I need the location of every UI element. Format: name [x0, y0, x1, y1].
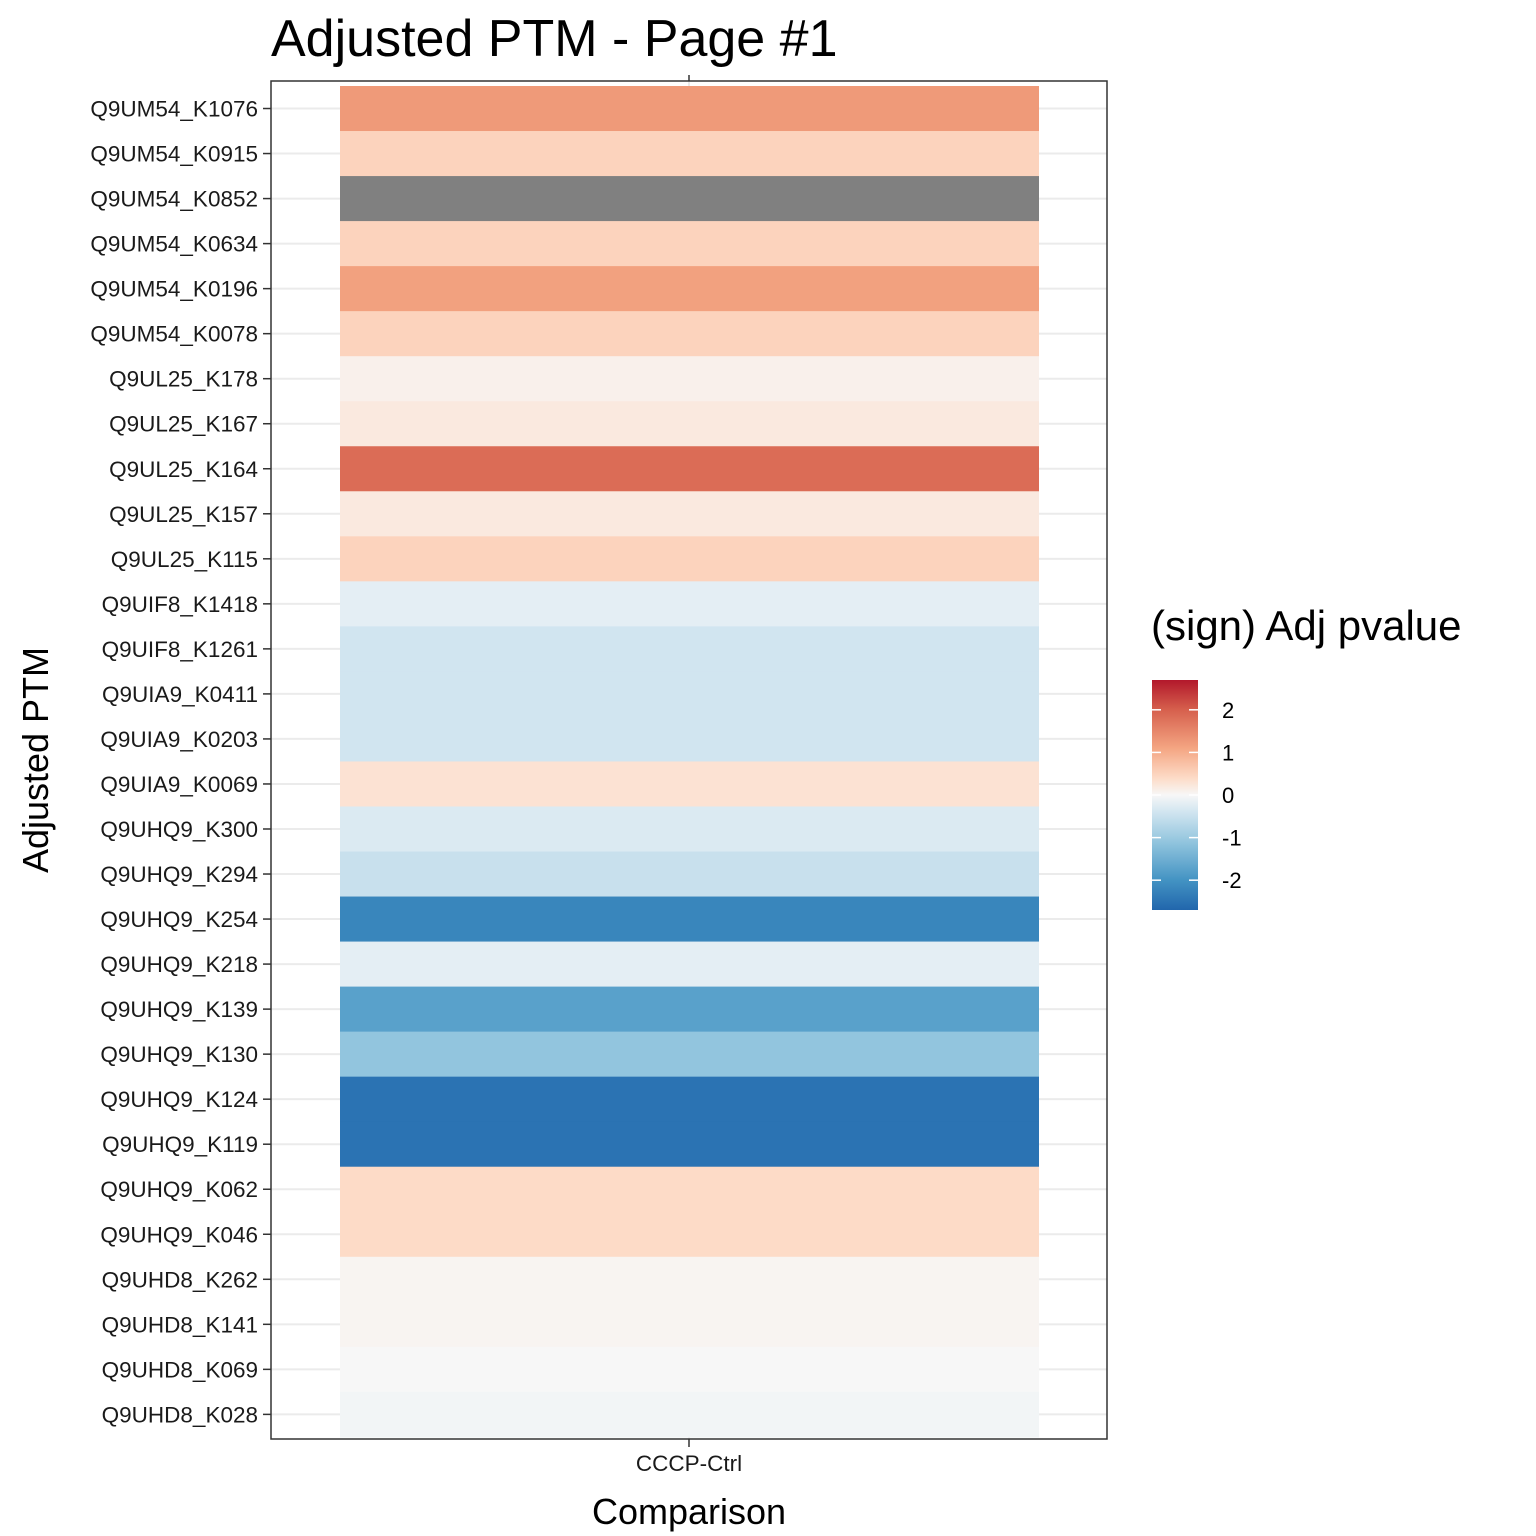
legend-tick-label: 2	[1222, 698, 1234, 723]
y-tick-label: Q9UIF8_K1418	[102, 592, 258, 617]
heatmap-tile	[340, 401, 1039, 447]
heatmap-tile	[340, 761, 1039, 808]
y-axis-ticks: Q9UM54_K1076 Q9UM54_K0915 Q9UM54_K0852 Q9UM…	[90, 97, 271, 1427]
y-tick-label: Q9UHQ9_K124	[100, 1087, 258, 1112]
y-tick-label: Q9UIA9_K0069	[100, 772, 258, 797]
heatmap-tile	[340, 986, 1039, 1033]
heatmap-tile	[340, 266, 1039, 312]
heatmap-tile	[340, 896, 1039, 943]
heatmap-tile	[340, 86, 1039, 132]
heatmap-tile	[340, 356, 1039, 402]
y-tick-label: Q9UHQ9_K294	[100, 862, 258, 887]
legend-tick-label: -1	[1222, 826, 1242, 851]
heatmap-tile	[340, 131, 1039, 177]
y-tick-label: Q9UL25_K115	[111, 547, 258, 572]
heatmap-tile	[340, 1211, 1039, 1258]
y-tick-label: Q9UM54_K0852	[90, 187, 258, 212]
y-tick-label: Q9UHQ9_K300	[100, 817, 258, 842]
y-tick-label: Q9UM54_K0196	[90, 277, 258, 302]
y-tick-label: Q9UIA9_K0203	[100, 727, 258, 752]
y-tick-label: Q9UHQ9_K062	[100, 1177, 258, 1202]
color-legend: (sign) Adj pvalue 2 1 0 -1 -2	[1151, 602, 1462, 910]
legend-tick-label: 0	[1222, 783, 1234, 808]
heatmap-tile	[340, 1346, 1039, 1393]
heatmap-tile	[340, 1256, 1039, 1303]
heatmap-tile	[340, 626, 1039, 672]
heatmap-tile	[340, 1391, 1039, 1438]
x-axis-ticks: CCCP-Ctrl	[636, 75, 742, 1476]
y-tick-label: Q9UIF8_K1261	[102, 637, 258, 662]
heatmap-tile	[340, 536, 1039, 582]
y-tick-label: Q9UL25_K167	[109, 412, 258, 437]
y-tick-label: Q9UM54_K0915	[90, 142, 258, 167]
heatmap-tile	[340, 176, 1039, 222]
chart-title: Adjusted PTM - Page #1	[271, 10, 838, 68]
y-tick-label: Q9UHD8_K028	[102, 1402, 258, 1427]
heatmap-tile	[340, 446, 1039, 492]
heatmap-tile	[340, 941, 1039, 988]
y-tick-label: Q9UL25_K178	[109, 367, 258, 392]
y-tick-label: Q9UIA9_K0411	[102, 682, 258, 707]
y-tick-label: Q9UHD8_K069	[102, 1357, 258, 1382]
y-axis-label: Adjusted PTM	[15, 647, 56, 873]
heatmap-tile	[340, 311, 1039, 357]
y-tick-label: Q9UHQ9_K254	[100, 907, 258, 932]
y-tick-label: Q9UM54_K1076	[90, 97, 258, 122]
legend-ticks: 2 1 0 -1 -2	[1152, 698, 1242, 893]
legend-tick-label: 1	[1222, 740, 1234, 765]
y-tick-label: Q9UHD8_K141	[102, 1312, 258, 1337]
y-tick-label: Q9UL25_K157	[109, 502, 258, 527]
y-tick-label: Q9UHQ9_K139	[100, 997, 258, 1022]
heatmap-tile	[340, 1121, 1039, 1168]
heatmap-tile	[340, 1031, 1039, 1078]
heatmap-tiles	[340, 86, 1039, 1438]
heatmap-tile	[340, 671, 1039, 718]
y-tick-label: Q9UHQ9_K218	[100, 952, 258, 977]
heatmap-tile	[340, 221, 1039, 267]
heatmap-tile	[340, 491, 1039, 537]
heatmap-tile	[340, 1301, 1039, 1348]
legend-tick-label: -2	[1222, 868, 1242, 893]
heatmap-tile	[340, 806, 1039, 853]
heatmap-tile	[340, 1166, 1039, 1213]
x-axis-label: Comparison	[592, 1491, 786, 1532]
y-tick-label: Q9UHD8_K262	[102, 1267, 258, 1292]
y-tick-label: Q9UHQ9_K119	[102, 1132, 258, 1157]
heatmap-tile	[340, 1076, 1039, 1123]
heatmap-tile	[340, 716, 1039, 763]
heatmap-tile	[340, 851, 1039, 898]
y-tick-label: Q9UHQ9_K130	[100, 1042, 258, 1067]
legend-title: (sign) Adj pvalue	[1151, 602, 1462, 649]
y-tick-label: Q9UHQ9_K046	[100, 1222, 258, 1247]
y-tick-label: Q9UL25_K164	[109, 457, 258, 482]
y-tick-label: Q9UM54_K0078	[90, 322, 258, 347]
y-tick-label: Q9UM54_K0634	[90, 232, 258, 257]
heatmap-tile	[340, 581, 1039, 627]
x-tick-label: CCCP-Ctrl	[636, 1451, 742, 1476]
